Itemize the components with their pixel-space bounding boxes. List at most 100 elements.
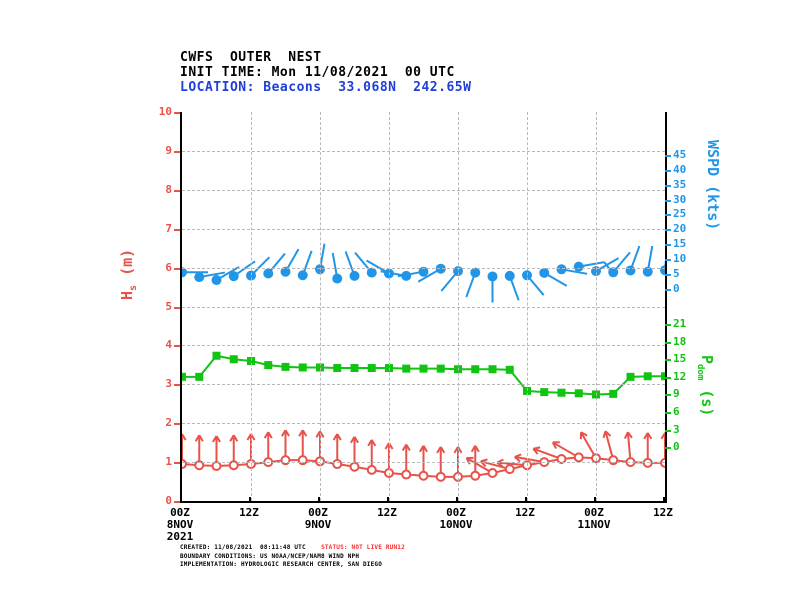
pdom-marker (661, 372, 665, 381)
pdom-marker (436, 364, 445, 373)
x-tick-day: 9NOV (304, 518, 332, 531)
hs-tick-mark (174, 267, 180, 270)
hs-tick-mark (174, 345, 180, 348)
hs-marker (211, 460, 222, 471)
hs-arrow-head (419, 445, 425, 453)
wspd-barb (211, 266, 240, 286)
hs-arrow-head (194, 434, 201, 442)
ws-tick-label: 30 (673, 192, 687, 206)
wspd-marker (211, 275, 222, 286)
x-axis-tick-mark (249, 497, 251, 503)
pdom-marker (402, 364, 411, 373)
pd-tick-label: 12 (673, 369, 687, 383)
ws-tick-mark (665, 244, 671, 247)
ws-tick-label: 15 (673, 237, 687, 251)
hs-arrow-head (298, 429, 304, 437)
hs-arrow-head (643, 432, 649, 440)
pd-tick-label: 3 (673, 422, 680, 436)
wspd-marker (556, 264, 567, 275)
wspd-barb (331, 252, 343, 284)
hs-arrow-head (453, 446, 459, 454)
footer-created: CREATED: 11/08/2021 08:11:48 UTC (180, 544, 306, 551)
wspd-marker (642, 266, 653, 277)
hs-axis-title-main: H (118, 290, 136, 300)
hs-arrow-head (627, 431, 633, 439)
x-axis-tick-label: 00Z 10NOV (426, 507, 486, 531)
pd-tick-mark (665, 376, 671, 379)
hs-direction-arrow (182, 433, 187, 465)
x-tick-day: 10NOV (439, 518, 473, 531)
ws-tick-label: 10 (673, 252, 687, 266)
pd-tick-label: 18 (673, 334, 687, 348)
footer-created-line: CREATED: 11/08/2021 08:11:48 UTC STATUS:… (180, 544, 405, 553)
wspd-barb (397, 266, 429, 278)
ws-tick-label: 40 (673, 162, 687, 176)
gridline-horizontal (182, 384, 665, 386)
x-axis-tick-label: 00Z 9NOV (288, 507, 348, 531)
hs-arrow-head (370, 439, 377, 447)
footer-status: STATUS: NOT LIVE RUN12 (321, 544, 405, 551)
ws-tick-mark (665, 169, 671, 172)
pdom-marker (609, 389, 618, 398)
hs-marker (470, 470, 481, 481)
hs-arrow-head (301, 429, 308, 437)
hs-arrow-head (496, 458, 504, 464)
pdom-marker (195, 372, 204, 381)
wspd-marker (228, 271, 239, 282)
pd-tick-label: 21 (673, 317, 687, 330)
hs-tick-mark (174, 501, 180, 503)
hs-tick-label: 5 (165, 299, 172, 313)
pd-tick-mark (665, 341, 671, 344)
hs-tick-label: 10 (158, 105, 172, 118)
pdom-marker (182, 372, 186, 381)
hs-marker (182, 459, 187, 470)
x-axis-tick-mark (318, 497, 320, 503)
ws-tick-mark (665, 274, 671, 277)
pdom-marker (557, 388, 566, 397)
wspd-marker (182, 267, 187, 278)
ws-tick-mark (665, 154, 671, 157)
hs-tick-label: 1 (165, 455, 172, 469)
hs-direction-arrow (660, 432, 665, 463)
chart-title-block: CWFS OUTER NEST INIT TIME: Mon 11/08/202… (180, 50, 471, 95)
hs-arrow-head (401, 444, 408, 452)
wspd-marker (194, 272, 205, 283)
gridline-horizontal (182, 189, 665, 191)
hs-arrow-shaft (532, 447, 562, 460)
hs-arrow-head (332, 433, 339, 441)
hs-tick-mark (174, 384, 180, 387)
hs-arrow-head (267, 431, 273, 439)
wspd-barb (263, 252, 286, 279)
ws-tick-label: 20 (673, 222, 687, 236)
x-tick-day: 8NOV (166, 518, 194, 531)
x-axis-tick-mark (180, 497, 182, 503)
hs-arrow-head (580, 431, 588, 437)
hs-arrow-head (604, 430, 612, 437)
pd-tick-label: 9 (673, 387, 680, 401)
wspd-marker (504, 270, 515, 281)
wspd-barb (487, 271, 498, 303)
ws-tick-mark (665, 288, 671, 291)
wspd-marker (608, 267, 619, 278)
hs-direction-arrow (465, 456, 493, 474)
hs-arrow-head (474, 445, 480, 453)
hs-arrow-head (281, 429, 287, 437)
hs-arrow-head (646, 432, 653, 440)
wspd-marker (573, 261, 584, 272)
wspd-axis-title: WSPD (kts) (704, 140, 722, 231)
gridlines (182, 112, 665, 501)
hs-arrow-head (263, 431, 270, 439)
hs-tick-label: 0 (165, 494, 172, 507)
x-axis-tick-mark (594, 497, 596, 503)
x-axis-tick-label: 12Z (219, 507, 279, 519)
wspd-marker (487, 271, 498, 282)
hs-arrow-head (405, 444, 411, 452)
hs-arrow-shaft (552, 441, 580, 459)
hs-tick-label: 3 (165, 377, 172, 391)
pdom-marker (229, 355, 238, 364)
hs-axis-title: Hs (m) (118, 249, 139, 300)
gridline-horizontal (182, 462, 665, 464)
gridline-horizontal (182, 150, 665, 152)
pd-tick-mark (665, 429, 671, 432)
hs-arrow-head (284, 429, 290, 437)
